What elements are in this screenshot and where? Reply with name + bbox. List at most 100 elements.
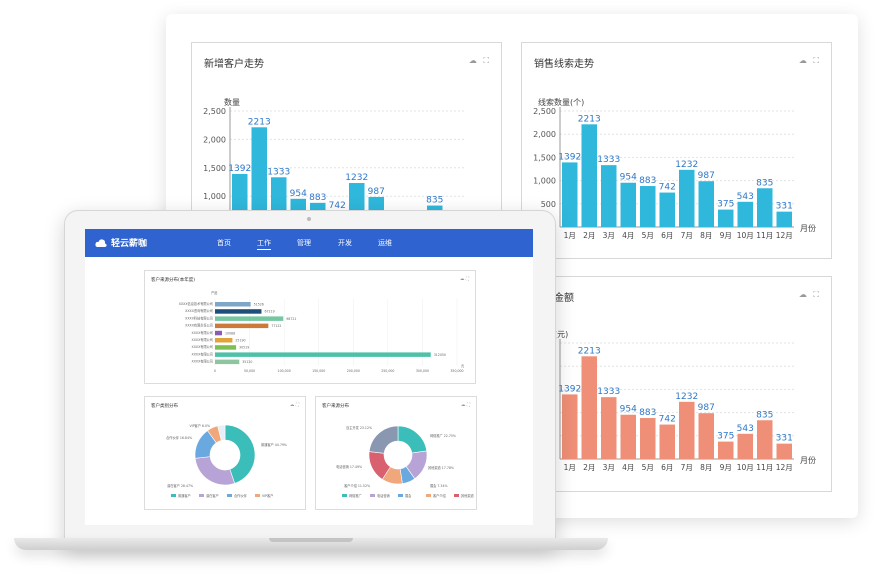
bar-value-label: 2213 bbox=[578, 114, 601, 124]
mini-card-title: 客户来源分布 bbox=[322, 404, 349, 409]
x-tick-label: 2月 bbox=[583, 463, 595, 472]
card-tools-icons[interactable]: ☁ ⛶ bbox=[798, 56, 821, 65]
x-tick-label: 9月 bbox=[720, 231, 732, 240]
mini-card-tools[interactable]: ☁ ⛶ bbox=[460, 403, 470, 408]
card-title: 新增客户走势 bbox=[204, 59, 264, 70]
legend-label: 合作伙伴 bbox=[234, 493, 248, 498]
bar bbox=[776, 211, 792, 227]
brand-logo[interactable]: 轻云薪咖 bbox=[95, 236, 147, 249]
bar-value-label: 98721 bbox=[286, 317, 296, 321]
bar-value-label: 35120 bbox=[242, 360, 252, 364]
x-tick-label: 11月 bbox=[756, 231, 773, 240]
slice-label: 电话营销 17.49% bbox=[336, 464, 362, 469]
x-tick-label: 1月 bbox=[564, 231, 576, 240]
cloud-icon bbox=[95, 238, 107, 247]
x-tick-label: 100,000 bbox=[278, 369, 291, 373]
bar bbox=[601, 397, 617, 459]
bar-value-label: 1392 bbox=[558, 152, 581, 162]
legend-swatch bbox=[370, 494, 375, 497]
bar bbox=[659, 424, 675, 459]
x-tick-label: 250,000 bbox=[381, 369, 394, 373]
bar-value-label: 543 bbox=[737, 424, 754, 434]
chart-card-sales-leads: 销售线索走势 ☁ ⛶ 线索数量(个) 月份 2,500 2,000 1,500 1,0… bbox=[521, 42, 832, 259]
bar-value-label: 543 bbox=[737, 192, 754, 202]
y-tick-label: 1,500 bbox=[203, 164, 226, 173]
legend-label: VIP客户 bbox=[262, 493, 273, 498]
donut-slice bbox=[224, 424, 256, 484]
mini-card-tools[interactable]: ☁ ⛶ bbox=[289, 403, 299, 408]
bar bbox=[698, 413, 714, 459]
nav-item-manage[interactable]: 管理 bbox=[297, 239, 311, 247]
legend-label: 普通客户 bbox=[178, 493, 191, 498]
y-axis-unit: 线索数量(个) bbox=[538, 98, 585, 107]
bar bbox=[620, 414, 636, 459]
y-tick-label: XXXX有限责任公司 bbox=[185, 323, 213, 328]
x-tick-label: 350,000 bbox=[450, 369, 463, 373]
bar-value-label: 1333 bbox=[597, 155, 620, 165]
brand-name: 轻云薪咖 bbox=[111, 239, 148, 249]
bar-chart-deal-amount: 2,5002,0001,5001,00050013921月22132月13333… bbox=[533, 339, 794, 472]
x-tick-label: 0 bbox=[214, 369, 216, 373]
legend-swatch bbox=[342, 494, 347, 497]
bar bbox=[659, 192, 675, 227]
bar-value-label: 883 bbox=[309, 193, 326, 203]
bar bbox=[698, 181, 714, 227]
bar-value-label: 331 bbox=[776, 202, 793, 212]
camera-dot bbox=[307, 217, 311, 221]
bar-value-label: 10088 bbox=[225, 331, 235, 335]
mini-card-category-donut: 客户类别分布 ☁ ⛶ 普通客户 44.79% 潜在客户 28.47% 合作伙伴 16… bbox=[144, 396, 306, 510]
donut-chart: 网络推广 22.75% 电话营销 17.49% 展会 7.34% 客户介绍 11.52… bbox=[336, 425, 474, 498]
bar-value-label: 954 bbox=[620, 173, 637, 183]
legend-label: 潜在客户 bbox=[206, 493, 219, 498]
bar bbox=[737, 201, 753, 227]
nav-item-home[interactable]: 首页 bbox=[217, 239, 231, 247]
bar-value-label: 742 bbox=[329, 201, 346, 211]
bar bbox=[215, 359, 240, 365]
chart-card-deal-amount: 商机金额 ☁ ⛶ 金额(元) 月份 2,5002,0001,5001,00050… bbox=[521, 276, 832, 492]
bar-value-label: 883 bbox=[639, 176, 656, 186]
bar-value-label: 1232 bbox=[345, 173, 368, 183]
bar-value-label: 835 bbox=[426, 196, 443, 206]
y-tick-label: 2,000 bbox=[533, 130, 556, 139]
bar-value-label: 742 bbox=[659, 183, 676, 193]
bar-value-label: 883 bbox=[639, 408, 656, 418]
nav-item-work[interactable]: 工作 bbox=[257, 238, 271, 250]
card-tools-icons[interactable]: ☁ ⛶ bbox=[468, 56, 491, 65]
y-tick-label: XXXX有限公司 bbox=[192, 337, 213, 342]
x-tick-label: 12月 bbox=[776, 463, 793, 472]
x-tick-label: 2月 bbox=[583, 231, 595, 240]
laptop-bezel: 轻云薪咖 首页 工作 管理 开发 运维 客户来源分布(本年度) ☁ ⛶ 产品 0 5… bbox=[64, 210, 556, 548]
legend-swatch bbox=[255, 494, 260, 497]
card-tools-icons[interactable]: ☁ ⛶ bbox=[798, 290, 821, 299]
nav-item-develop[interactable]: 开发 bbox=[338, 239, 352, 247]
bar-value-label: 1333 bbox=[597, 387, 620, 397]
bar bbox=[776, 443, 792, 459]
bar bbox=[562, 394, 578, 459]
bar bbox=[215, 309, 262, 314]
bar-value-label: 312050 bbox=[434, 353, 446, 357]
mini-card-title: 客户来源分布(本年度) bbox=[151, 278, 196, 283]
bar-value-label: 51526 bbox=[254, 303, 264, 307]
legend-label: 网络推广 bbox=[349, 493, 362, 498]
bar-value-label: 1392 bbox=[228, 164, 251, 174]
bar-value-label: 375 bbox=[717, 432, 734, 442]
bar-value-label: 67219 bbox=[264, 310, 274, 314]
bar bbox=[640, 418, 656, 459]
bar-value-label: 30519 bbox=[239, 346, 249, 350]
nav-item-ops[interactable]: 运维 bbox=[378, 239, 392, 247]
bar bbox=[215, 352, 431, 357]
x-tick-label: 7月 bbox=[681, 231, 693, 240]
bar bbox=[679, 401, 695, 459]
legend-label: 电话营销 bbox=[377, 493, 391, 498]
legend-swatch bbox=[171, 494, 176, 497]
x-axis-unit: 月份 bbox=[800, 456, 816, 465]
slice-label: 其他渠道 17.78% bbox=[428, 465, 454, 470]
mini-card-source-donut: 客户来源分布 ☁ ⛶ 网络推广 22.75% 电话营销 17.49% 展会 7.34… bbox=[315, 396, 477, 510]
bar-value-label: 954 bbox=[620, 405, 637, 415]
laptop-screen: 轻云薪咖 首页 工作 管理 开发 运维 客户来源分布(本年度) ☁ ⛶ 产品 0 5… bbox=[85, 229, 533, 525]
mini-card-tools[interactable]: ☁ ⛶ bbox=[459, 277, 469, 282]
x-tick-label: 10月 bbox=[737, 463, 754, 472]
bar bbox=[215, 330, 222, 336]
legend-swatch bbox=[398, 494, 403, 497]
y-tick-label: XXXX信息技术有限公司 bbox=[179, 301, 213, 306]
